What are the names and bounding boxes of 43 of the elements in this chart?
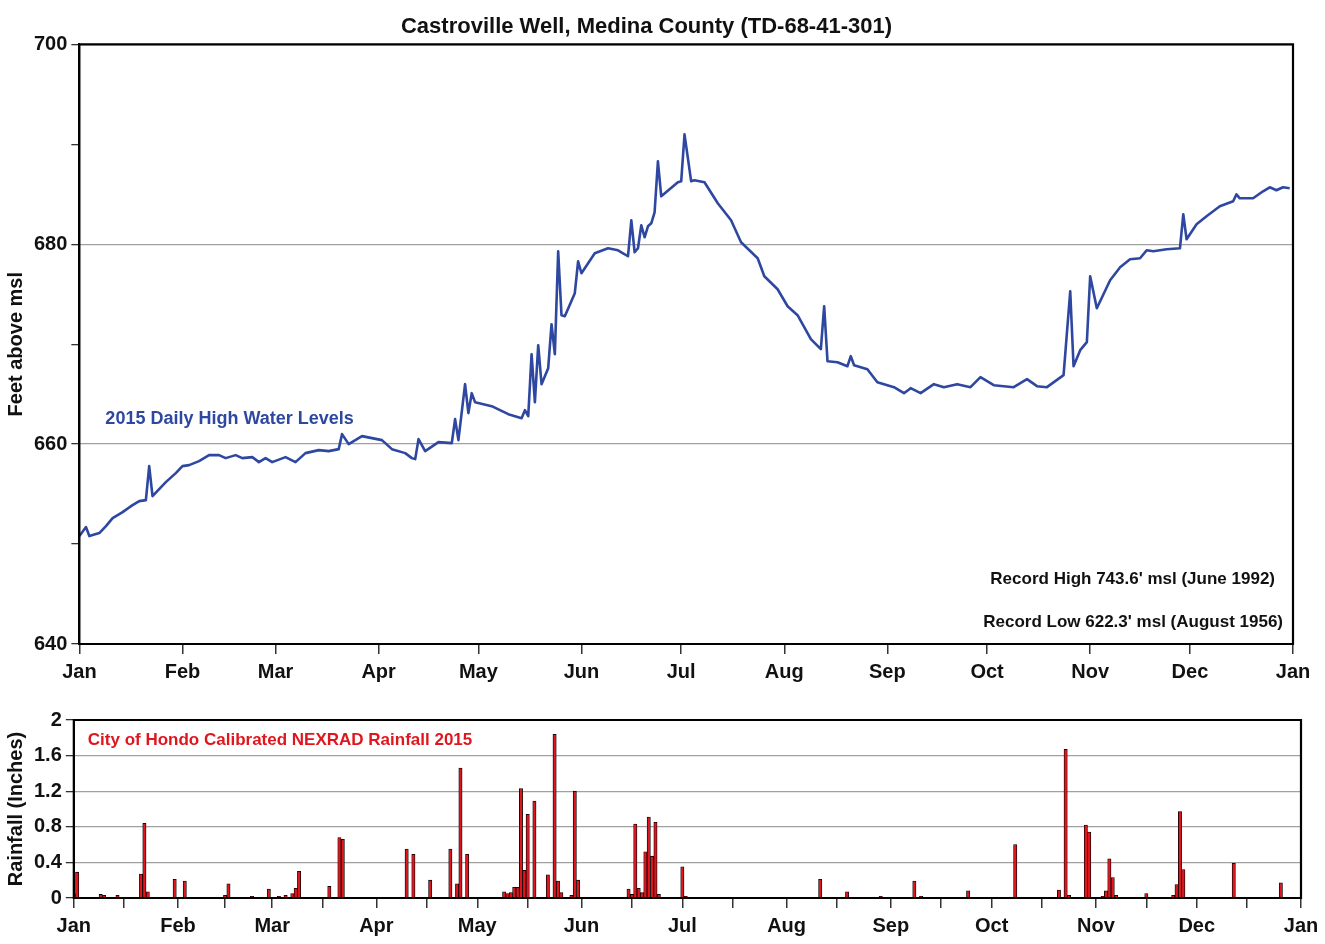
y-tick-label: 680 <box>33 231 68 254</box>
y-tick-label: 660 <box>33 431 68 454</box>
y-tick-label: 1.2 <box>33 778 62 801</box>
x-tick-label: Dec <box>1171 659 1209 682</box>
x-tick-label: Feb <box>160 913 196 936</box>
y-axis-title: Feet above msl <box>3 271 26 417</box>
x-tick-label: Mar <box>254 913 291 936</box>
x-tick-label: Oct <box>970 659 1005 682</box>
x-tick-label: Aug <box>767 913 807 936</box>
y-tick-label: 1.6 <box>33 743 62 766</box>
x-tick-label: Nov <box>1071 659 1110 682</box>
x-tick-label: Jun <box>563 913 600 936</box>
y-tick-label: 0 <box>50 885 62 908</box>
x-tick-label: Jan <box>1275 659 1311 682</box>
x-tick-label: Oct <box>975 913 1009 936</box>
x-tick-label: Feb <box>164 659 201 682</box>
y-tick-label: 700 <box>33 31 68 54</box>
x-tick-label: Dec <box>1178 913 1216 936</box>
y-tick-label: 640 <box>33 631 68 654</box>
x-tick-label: Apr <box>359 913 394 936</box>
x-tick-label: Sep <box>872 913 910 936</box>
y-tick-label: 0.8 <box>33 814 62 837</box>
y-tick-label: 2 <box>50 707 62 730</box>
x-tick-label: May <box>458 659 499 682</box>
x-tick-label: Jan <box>1283 913 1319 936</box>
x-tick-label: May <box>457 913 498 936</box>
x-tick-label: Sep <box>869 659 906 682</box>
annotation: Record High 743.6' msl (June 1992) <box>990 568 1275 588</box>
x-tick-label: Aug <box>764 659 804 682</box>
chart-title: Castroville Well, Medina County (TD-68-41-301) <box>400 13 893 39</box>
x-tick-label: Nov <box>1077 913 1116 936</box>
x-tick-label: Jul <box>666 659 696 682</box>
annotation: Record Low 622.3' msl (August 1956) <box>983 611 1283 631</box>
x-tick-label: Jan <box>56 913 92 936</box>
x-tick-label: Jan <box>62 659 97 682</box>
x-tick-label: Jun <box>563 659 600 682</box>
x-tick-label: Mar <box>257 659 294 682</box>
x-tick-label: Jul <box>667 913 697 936</box>
y-axis-title: Rainfall (Inches) <box>3 731 26 887</box>
y-tick-label: 0.4 <box>33 849 63 872</box>
x-tick-label: Apr <box>361 659 397 682</box>
series-label: City of Hondo Calibrated NEXRAD Rainfall 2015 <box>87 729 473 749</box>
series-label: 2015 Daily High Water Levels <box>105 408 354 429</box>
